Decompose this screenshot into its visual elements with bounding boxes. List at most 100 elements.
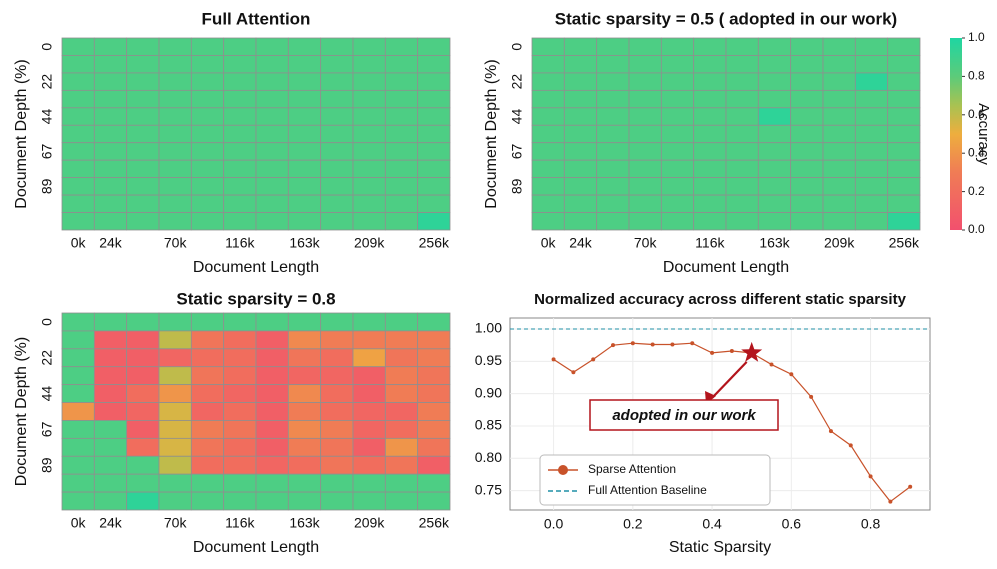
heat-cell	[61, 159, 95, 179]
heat-cell	[255, 55, 289, 74]
heat-cell	[887, 124, 921, 144]
x-tick-label: 163k	[289, 235, 320, 251]
heat-cell	[887, 212, 921, 231]
heat-cell	[757, 107, 792, 126]
heat-cell	[757, 89, 792, 109]
heat-cell	[93, 194, 128, 213]
heat-cell	[352, 312, 386, 332]
heat-cell	[287, 177, 322, 196]
heat-cell	[384, 159, 419, 179]
heat-cell	[190, 212, 225, 231]
heat-cell	[384, 194, 419, 213]
heat-cell	[93, 473, 128, 493]
colorbar	[950, 38, 962, 230]
heat-cell	[190, 89, 225, 109]
heat-cell	[320, 491, 354, 511]
heat-cell	[61, 348, 95, 368]
heat-cell	[790, 89, 824, 109]
heat-cell	[287, 437, 322, 457]
y-tick-label: 67	[39, 421, 55, 437]
heat-cell	[531, 37, 565, 56]
heat-cell	[693, 124, 727, 144]
chart-title: Static sparsity = 0.5 ( adopted in our w…	[555, 9, 897, 28]
heat-cell	[320, 212, 354, 231]
heat-cell	[693, 177, 727, 196]
x-tick-label: 163k	[759, 235, 790, 251]
y-tick-label: 44	[39, 109, 55, 125]
heat-cell	[61, 437, 95, 457]
heat-cell	[352, 124, 386, 144]
heat-cell	[287, 37, 322, 56]
legend-label: Full Attention Baseline	[588, 483, 707, 497]
point	[551, 357, 556, 362]
heat-cell	[320, 420, 354, 439]
heat-cell	[417, 437, 451, 457]
x-tick-label: 0k	[541, 235, 557, 251]
heat-cell	[126, 159, 160, 179]
heat-cell	[417, 455, 451, 475]
heat-cell	[628, 107, 662, 126]
y-tick-label: 0	[39, 43, 55, 51]
heat-cell	[790, 124, 824, 144]
heat-cell	[287, 72, 322, 91]
heat-cell	[61, 72, 95, 91]
heat-cell	[563, 212, 598, 231]
chart-title: Full Attention	[202, 9, 311, 28]
heat-cell	[287, 420, 322, 439]
y-tick-label: 89	[39, 457, 55, 473]
y-tick-label: 89	[509, 178, 525, 194]
heat-cell	[352, 159, 386, 179]
heat-cell	[660, 124, 695, 144]
heat-cell	[158, 366, 192, 386]
heat-cell	[223, 159, 257, 179]
heat-cell	[223, 312, 257, 332]
heat-cell	[190, 348, 225, 368]
heat-cell	[287, 159, 322, 179]
heat-cell	[223, 194, 257, 213]
heat-cell	[223, 455, 257, 475]
heat-cell	[320, 312, 354, 332]
heat-cell	[126, 177, 160, 196]
heat-cell	[190, 402, 225, 421]
heat-cell	[320, 194, 354, 213]
heat-cell	[61, 37, 95, 56]
heat-cell	[287, 330, 322, 350]
heat-cell	[757, 194, 792, 213]
heat-cell	[384, 455, 419, 475]
heat-cell	[287, 402, 322, 421]
legend-marker	[558, 465, 568, 475]
heat-cell	[93, 55, 128, 74]
heat-cell	[190, 107, 225, 126]
heat-cell	[190, 473, 225, 493]
heat-cell	[158, 159, 192, 179]
heat-cell	[887, 177, 921, 196]
heat-cell	[417, 473, 451, 493]
heat-cell	[384, 124, 419, 144]
heat-cell	[61, 366, 95, 386]
heat-cell	[255, 455, 289, 475]
heat-cell	[352, 491, 386, 511]
heat-cell	[660, 212, 695, 231]
y-tick-label: 89	[39, 178, 55, 194]
heat-cell	[61, 212, 95, 231]
heat-cell	[287, 473, 322, 493]
heat-cell	[757, 142, 792, 161]
x-tick-label: 116k	[225, 235, 255, 251]
heat-cell	[693, 212, 727, 231]
heat-cell	[287, 348, 322, 368]
heat-cell	[320, 384, 354, 403]
heat-cell	[725, 159, 759, 179]
heat-cell	[563, 124, 598, 144]
heat-cell	[287, 212, 322, 231]
heat-cell	[190, 330, 225, 350]
heat-cell	[693, 55, 727, 74]
heat-cell	[628, 55, 662, 74]
heat-cell	[320, 330, 354, 350]
heat-cell	[93, 455, 128, 475]
heat-cell	[384, 402, 419, 421]
heat-cell	[596, 177, 630, 196]
heat-cell	[531, 55, 565, 74]
heat-cell	[190, 366, 225, 386]
y-tick-label: 44	[509, 109, 525, 125]
colorbar-tick-label: 0.2	[968, 184, 985, 198]
